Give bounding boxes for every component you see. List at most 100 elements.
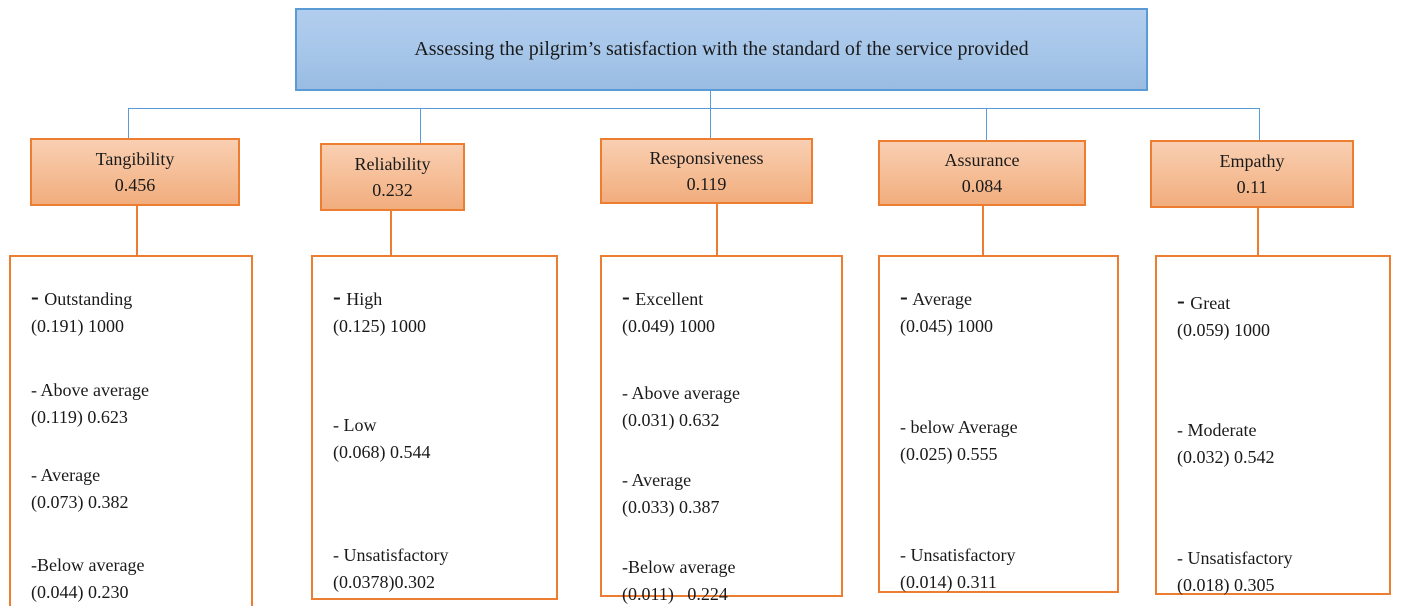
category-box-tangibility: Tangibility 0.456: [30, 138, 240, 206]
list-item: - Average (0.045) 1000: [900, 284, 1111, 340]
list-item-value: (0.044) 0.230: [31, 582, 129, 602]
list-item: -Below average (0.044) 0.230: [31, 552, 245, 606]
branch-connector-line: [986, 108, 987, 140]
detail-box-tangibility: - Outstanding (0.191) 1000 - Above average…: [9, 255, 253, 606]
dash-bullet: -: [900, 545, 906, 565]
list-item: - Outstanding (0.191) 1000: [31, 284, 245, 340]
dash-bullet: -: [31, 555, 37, 575]
category-to-list-connector-line: [716, 204, 718, 255]
category-weight: 0.119: [686, 174, 727, 194]
category-weight: 0.11: [1236, 177, 1268, 197]
trunk-connector-line: [128, 108, 1260, 109]
category-weight: 0.084: [961, 176, 1003, 196]
branch-connector-line: [128, 108, 129, 138]
list-item-label: - Average: [900, 284, 972, 311]
detail-box-assurance: - Average (0.045) 1000 - below Average (0.0…: [878, 255, 1119, 593]
dash-bullet: -: [333, 284, 342, 311]
list-item-value: (0.031) 0.632: [622, 410, 720, 430]
dash-bullet: -: [900, 284, 909, 311]
list-item-label: - below Average: [900, 417, 1018, 437]
dash-bullet: -: [1177, 288, 1186, 315]
category-box-assurance: Assurance 0.084: [878, 140, 1086, 206]
list-item: - Average (0.033) 0.387: [622, 467, 835, 521]
list-item-value: (0.191) 1000: [31, 316, 124, 336]
category-to-list-connector-line: [390, 211, 392, 255]
dash-bullet: -: [1177, 548, 1183, 568]
list-item: - Great (0.059) 1000: [1177, 288, 1383, 344]
list-item-label: - Average: [622, 470, 692, 490]
dash-bullet: -: [1177, 420, 1183, 440]
list-item-value: (0.125) 1000: [333, 316, 426, 336]
category-to-list-connector-line: [136, 206, 138, 255]
category-box-empathy: Empathy 0.11: [1150, 140, 1354, 208]
category-name: Tangibility: [95, 148, 175, 169]
list-item-value: (0.119) 0.623: [31, 407, 128, 427]
category-to-list-connector-line: [982, 206, 984, 255]
list-item-label: - Unsatisfactory: [900, 545, 1016, 565]
list-item-value: (0.073) 0.382: [31, 492, 129, 512]
list-item: - Unsatisfactory (0.0378)0.302: [333, 542, 550, 596]
list-item-label: -Below average: [31, 555, 145, 575]
dash-bullet: -: [333, 415, 339, 435]
category-box-reliability: Reliability 0.232: [320, 143, 465, 211]
detail-box-reliability: - High (0.125) 1000 - Low (0.068) 0.544 - Un…: [311, 255, 558, 600]
dash-bullet: -: [333, 545, 339, 565]
category-weight: 0.232: [372, 180, 413, 200]
list-item: - Above average (0.031) 0.632: [622, 380, 835, 434]
list-item-value: (0.0378)0.302: [333, 572, 435, 592]
list-item-value: (0.045) 1000: [900, 316, 993, 336]
diagram-title: Assessing the pilgrim’s satisfaction wit…: [414, 38, 1029, 60]
list-item-label: - Unsatisfactory: [333, 545, 449, 565]
list-item-label: - High: [333, 284, 383, 311]
list-item-value: (0.018) 0.305: [1177, 575, 1275, 595]
list-item-value: (0.011) 0.224: [622, 584, 728, 604]
category-name: Empathy: [1219, 150, 1285, 171]
detail-box-empathy: - Great (0.059) 1000 - Moderate (0.032) 0.5…: [1155, 255, 1391, 595]
list-item-label: - Outstanding: [31, 284, 133, 311]
list-item-label: - Excellent: [622, 284, 704, 311]
list-item: - below Average (0.025) 0.555: [900, 414, 1111, 468]
category-name: Responsiveness: [649, 147, 764, 168]
dash-bullet: -: [31, 380, 37, 400]
list-item: - Low (0.068) 0.544: [333, 412, 550, 466]
list-item-value: (0.014) 0.311: [900, 572, 997, 592]
list-item-label: - Above average: [622, 383, 740, 403]
list-item-label: -Below average: [622, 557, 736, 577]
category-name: Assurance: [944, 149, 1020, 170]
category-to-list-connector-line: [1257, 208, 1259, 255]
list-item: - Moderate (0.032) 0.542: [1177, 417, 1383, 471]
dash-bullet: -: [622, 284, 631, 311]
list-item-value: (0.059) 1000: [1177, 320, 1270, 340]
list-item: - Unsatisfactory (0.018) 0.305: [1177, 545, 1383, 599]
list-item-value: (0.032) 0.542: [1177, 447, 1275, 467]
category-box-responsiveness: Responsiveness 0.119: [600, 138, 813, 204]
dash-bullet: -: [31, 284, 40, 311]
list-item: - High (0.125) 1000: [333, 284, 550, 340]
list-item-label: - Unsatisfactory: [1177, 548, 1293, 568]
dash-bullet: -: [31, 465, 37, 485]
title-box: Assessing the pilgrim’s satisfaction wit…: [295, 8, 1148, 91]
dash-bullet: -: [622, 383, 628, 403]
list-item-value: (0.068) 0.544: [333, 442, 431, 462]
branch-connector-line: [710, 91, 711, 138]
branch-connector-line: [420, 108, 421, 143]
category-name: Reliability: [354, 153, 431, 174]
list-item: - Excellent (0.049) 1000: [622, 284, 835, 340]
list-item-label: - Moderate: [1177, 420, 1257, 440]
list-item-value: (0.049) 1000: [622, 316, 715, 336]
list-item-label: - Low: [333, 415, 377, 435]
detail-box-responsiveness: - Excellent (0.049) 1000 - Above average (0…: [600, 255, 843, 604]
list-item: - Above average (0.119) 0.623: [31, 377, 245, 431]
dash-bullet: -: [622, 557, 628, 577]
list-item: -Below average (0.011) 0.224: [622, 554, 835, 606]
list-item: - Unsatisfactory (0.014) 0.311: [900, 542, 1111, 596]
dash-bullet: -: [622, 470, 628, 490]
category-weight: 0.456: [114, 175, 156, 195]
list-item-label: - Above average: [31, 380, 149, 400]
list-item-value: (0.025) 0.555: [900, 444, 998, 464]
list-item-value: (0.033) 0.387: [622, 497, 720, 517]
list-item-label: - Great: [1177, 288, 1231, 315]
dash-bullet: -: [900, 417, 906, 437]
branch-connector-line: [1259, 108, 1260, 140]
